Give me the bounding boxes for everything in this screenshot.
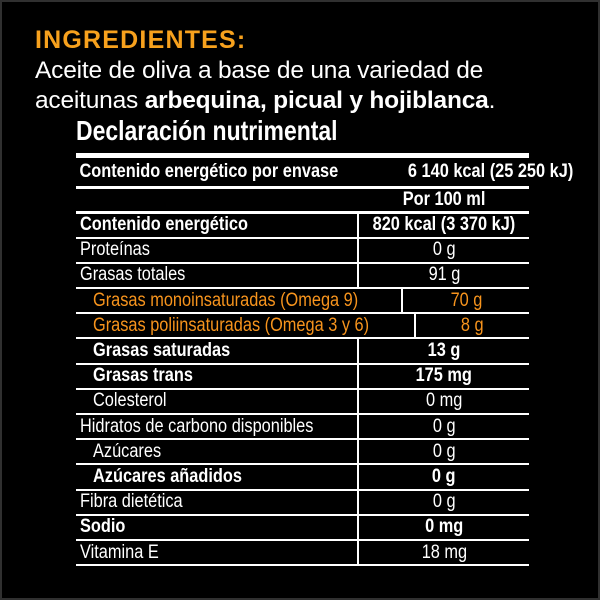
nutrient-row: Vitamina E 18 mg [76,540,529,567]
ingredients-line2-suffix: . [488,87,496,114]
nutrient-value: 0 g [432,465,456,487]
nutrient-row: Colesterol 0 mg [76,389,529,415]
nutrient-row: Grasas totales 91 g [76,263,529,290]
nutrient-label: Vitamina E [76,540,359,565]
nutrient-value: 0 g [432,491,456,513]
nutrient-value: 13 g [427,340,461,362]
per-100ml-header-row: Por 100 ml [76,189,529,214]
nutrient-row: Azúcares añadidos 0 g [76,465,529,491]
ingredients-line2-prefix: aceitunas [35,87,145,114]
nutrient-row: Azúcares 0 g [76,440,529,466]
nutrient-row: Grasas saturadas 13 g [76,339,529,365]
nutrient-row: Grasas monoinsaturadas (Omega 9) 70 g [76,289,529,315]
nutrient-rows: Contenido energético 820 kcal (3 370 kJ)… [76,213,529,567]
nutrient-value: 8 g [461,314,484,336]
nutrient-value: 0 g [432,440,456,462]
energy-per-package-value: 6 140 kcal (25 250 kJ) [407,161,574,182]
nutrition-title: Declaración nutrimental [76,115,338,146]
nutrient-value: 0 g [432,239,456,261]
nutrient-label: Fibra dietética [76,490,359,514]
nutrient-label: Grasas monoinsaturadas (Omega 9) [76,289,404,313]
nutrient-label: Grasas poliinsaturadas (Omega 3 y 6) [76,314,417,338]
nutrient-row: Hidratos de carbono disponibles 0 g [76,415,529,441]
nutrient-label: Hidratos de carbono disponibles [76,415,359,439]
nutrient-value: 0 g [432,415,456,437]
energy-per-package-label: Contenido energético por envase [79,161,339,182]
nutrient-label: Colesterol [76,389,359,413]
nutrient-label: Grasas totales [76,263,359,288]
per-100ml-spacer [76,189,359,211]
nutrient-value: 91 g [428,264,460,286]
nutrient-row: Fibra dietética 0 g [76,490,529,516]
per-100ml-header: Por 100 ml [402,188,486,210]
nutrient-label: Azúcares añadidos [76,465,359,489]
nutrient-row: Grasas poliinsaturadas (Omega 3 y 6) 8 g [76,314,529,340]
nutrient-row: Contenido energético 820 kcal (3 370 kJ) [76,213,529,239]
ingredients-heading: INGREDIENTES: [35,26,247,54]
nutrient-value: 0 mg [424,516,464,538]
nutrient-row: Grasas trans 175 mg [76,364,529,390]
nutrient-label: Grasas trans [76,364,359,388]
nutrient-row: Sodio 0 mg [76,515,529,541]
nutrient-label: Contenido energético [76,213,359,237]
nutrition-facts-panel: Declaración nutrimental Contenido energé… [76,114,573,567]
ingredients-section: INGREDIENTES: Aceite de oliva a base de … [35,27,555,116]
nutrient-value: 175 mg [415,365,473,387]
nutrient-label: Sodio [76,515,359,539]
ingredients-line1: Aceite de oliva a base de una variedad d… [35,57,484,84]
nutrient-label: Azúcares [76,440,359,464]
nutrient-value: 0 mg [425,390,463,412]
nutrient-label: Grasas saturadas [76,339,359,363]
title-rule [76,153,529,158]
nutrient-value: 820 kcal (3 370 kJ) [372,214,516,236]
energy-per-package-row: Contenido energético por envase 6 140 kc… [76,158,573,189]
nutrient-value: 70 g [450,289,483,311]
nutrient-label: Proteínas [76,238,359,262]
nutrient-row: Proteínas 0 g [76,238,529,264]
olive-varieties: arbequina, picual y hojiblanca [144,87,489,114]
nutrient-value: 18 mg [421,541,467,563]
ingredients-text: Aceite de oliva a base de una variedad d… [35,56,555,116]
